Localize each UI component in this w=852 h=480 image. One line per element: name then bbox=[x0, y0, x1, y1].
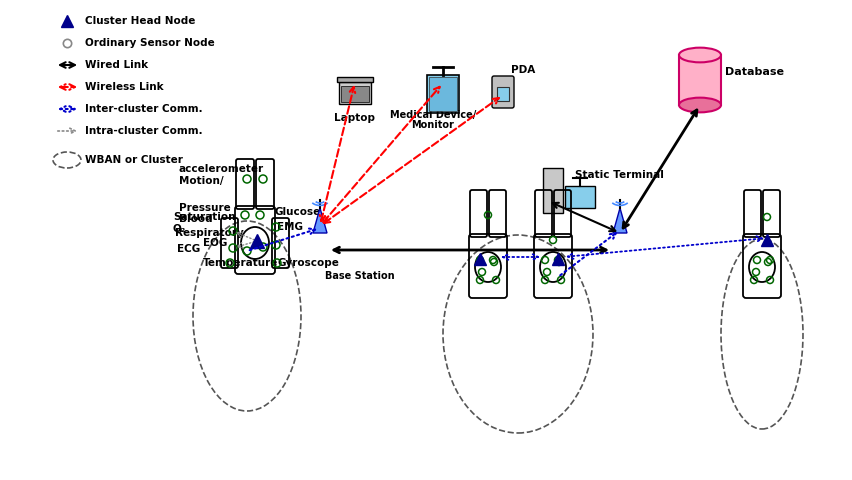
FancyBboxPatch shape bbox=[341, 86, 369, 102]
FancyBboxPatch shape bbox=[543, 168, 562, 213]
Text: EMG: EMG bbox=[277, 222, 302, 232]
FancyBboxPatch shape bbox=[337, 76, 372, 82]
Text: Blood: Blood bbox=[179, 214, 212, 224]
Text: accelerometer: accelerometer bbox=[179, 164, 264, 174]
Text: Respiratory: Respiratory bbox=[175, 228, 244, 238]
Text: Temperature: Temperature bbox=[203, 258, 278, 268]
FancyBboxPatch shape bbox=[429, 77, 457, 111]
FancyBboxPatch shape bbox=[427, 75, 458, 113]
Text: Medical Device/: Medical Device/ bbox=[389, 110, 475, 120]
Text: Laptop: Laptop bbox=[334, 113, 375, 123]
Text: Monitor: Monitor bbox=[411, 120, 454, 130]
Text: Ordinary Sensor Node: Ordinary Sensor Node bbox=[85, 38, 215, 48]
Text: Saturation: Saturation bbox=[173, 212, 235, 222]
Text: Intra-cluster Comm.: Intra-cluster Comm. bbox=[85, 126, 203, 136]
Ellipse shape bbox=[678, 48, 720, 62]
Polygon shape bbox=[313, 208, 326, 233]
Text: PDA: PDA bbox=[510, 65, 534, 75]
Text: Pressure: Pressure bbox=[179, 203, 231, 213]
Text: Base Station: Base Station bbox=[325, 271, 394, 281]
Text: Wireless Link: Wireless Link bbox=[85, 82, 164, 92]
FancyBboxPatch shape bbox=[492, 76, 514, 108]
Text: Glucose: Glucose bbox=[274, 207, 321, 217]
Text: ECG: ECG bbox=[177, 244, 200, 254]
FancyBboxPatch shape bbox=[497, 87, 509, 101]
FancyBboxPatch shape bbox=[678, 55, 720, 105]
Text: Cluster Head Node: Cluster Head Node bbox=[85, 16, 195, 26]
FancyBboxPatch shape bbox=[338, 82, 371, 104]
Text: WBAN or Cluster: WBAN or Cluster bbox=[85, 155, 182, 165]
Text: Inter-cluster Comm.: Inter-cluster Comm. bbox=[85, 104, 203, 114]
Text: Static Terminal: Static Terminal bbox=[574, 170, 663, 180]
Text: Motion/: Motion/ bbox=[179, 176, 223, 186]
Text: O₂: O₂ bbox=[173, 224, 186, 234]
FancyBboxPatch shape bbox=[564, 186, 595, 208]
Text: Wired Link: Wired Link bbox=[85, 60, 148, 70]
Ellipse shape bbox=[678, 97, 720, 112]
Polygon shape bbox=[613, 208, 626, 233]
Text: Gyroscope: Gyroscope bbox=[278, 258, 339, 268]
Text: Database: Database bbox=[724, 67, 783, 77]
Text: EOG: EOG bbox=[203, 238, 227, 248]
